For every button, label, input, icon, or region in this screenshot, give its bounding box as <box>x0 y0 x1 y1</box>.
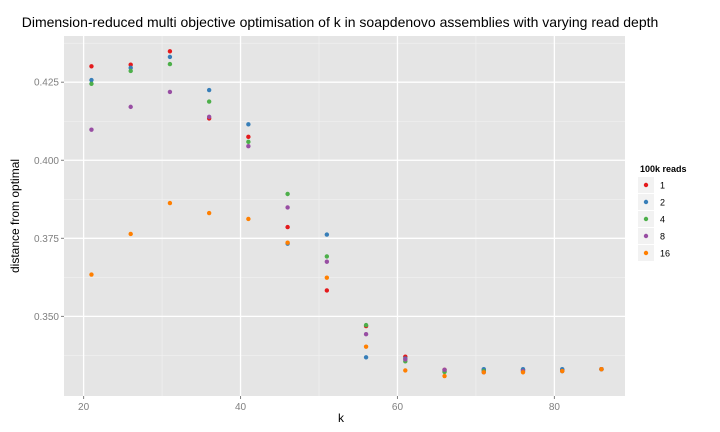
x-tick-label: 80 <box>549 402 561 413</box>
x-tick-label: 60 <box>392 402 404 413</box>
data-point-series-8 <box>363 331 369 337</box>
x-tick-label: 20 <box>78 402 90 413</box>
data-point-series-2 <box>128 65 133 71</box>
data-point-series-1 <box>128 62 133 67</box>
data-point-series-2 <box>363 355 369 360</box>
data-point-series-8 <box>89 127 94 132</box>
data-point-series-16 <box>520 370 526 375</box>
y-tick-label: 0.350 <box>34 312 59 323</box>
data-point-series-8 <box>167 89 173 95</box>
data-point-series-16 <box>599 366 604 372</box>
plot-panel <box>64 36 625 396</box>
minor-gridlines <box>64 36 625 396</box>
data-point-series-4 <box>206 99 212 104</box>
y-tick-label: 0.375 <box>34 234 59 245</box>
chart-title: Dimension-reduced multi objective optimi… <box>22 14 659 30</box>
legend-swatch-8 <box>643 233 649 239</box>
data-point-series-8 <box>246 144 251 149</box>
legend-swatch-1 <box>643 182 649 188</box>
data-point-series-16 <box>206 210 212 216</box>
data-point-series-8 <box>285 205 290 210</box>
data-point-series-4 <box>167 61 173 67</box>
data-point-series-1 <box>167 49 173 54</box>
legend-label-2: 2 <box>660 198 665 208</box>
legend-label-16: 16 <box>660 249 670 259</box>
data-point-series-4 <box>246 139 251 145</box>
y-axis-title: distance from optimal <box>8 159 22 273</box>
data-point-series-16 <box>560 368 565 374</box>
x-axis-title: k <box>338 411 345 425</box>
data-point-series-2 <box>167 54 173 60</box>
data-point-series-16 <box>403 368 408 373</box>
y-axis-ticks: 0.350 0.375 0.400 0.425 <box>34 78 64 323</box>
legend-title: 100k reads <box>640 164 687 174</box>
data-point-series-8 <box>403 357 408 362</box>
data-point-series-4 <box>285 191 290 197</box>
data-point-series-8 <box>128 104 133 110</box>
data-point-series-16 <box>128 231 133 237</box>
data-point-series-16 <box>481 370 486 375</box>
data-point-series-16 <box>246 216 251 222</box>
x-axis-ticks: 20 40 60 80 <box>78 396 560 413</box>
data-point-series-1 <box>324 288 330 293</box>
data-point-series-16 <box>89 272 94 277</box>
legend-label-8: 8 <box>660 232 665 242</box>
data-point-series-8 <box>442 367 447 372</box>
data-point-series-8 <box>324 259 330 264</box>
legend-swatch-2 <box>643 199 649 205</box>
data-point-series-16 <box>167 200 173 206</box>
data-point-series-1 <box>285 224 290 230</box>
data-point-series-8 <box>206 114 212 120</box>
y-tick-label: 0.400 <box>34 156 59 167</box>
data-points <box>89 49 604 379</box>
legend-swatch-4 <box>643 216 649 222</box>
x-tick-label: 40 <box>235 402 247 413</box>
data-point-series-2 <box>89 77 94 83</box>
data-point-series-2 <box>324 232 330 237</box>
data-point-series-16 <box>442 373 447 379</box>
data-point-series-4 <box>324 254 330 259</box>
legend-label-1: 1 <box>660 181 665 191</box>
data-point-series-4 <box>363 322 369 328</box>
data-point-series-4 <box>89 81 94 86</box>
data-point-series-16 <box>285 240 290 245</box>
data-point-series-2 <box>246 122 251 127</box>
data-point-series-16 <box>363 344 369 349</box>
y-tick-label: 0.425 <box>34 78 59 89</box>
legend: 100k reads 1 2 4 8 16 <box>638 164 687 261</box>
legend-swatch-16 <box>643 250 649 256</box>
legend-label-4: 4 <box>660 215 665 225</box>
data-point-series-4 <box>128 68 133 74</box>
data-point-series-2 <box>206 87 212 93</box>
major-gridlines <box>64 36 625 396</box>
data-point-series-1 <box>89 64 94 69</box>
data-point-series-1 <box>246 134 251 140</box>
data-point-series-16 <box>324 275 330 280</box>
